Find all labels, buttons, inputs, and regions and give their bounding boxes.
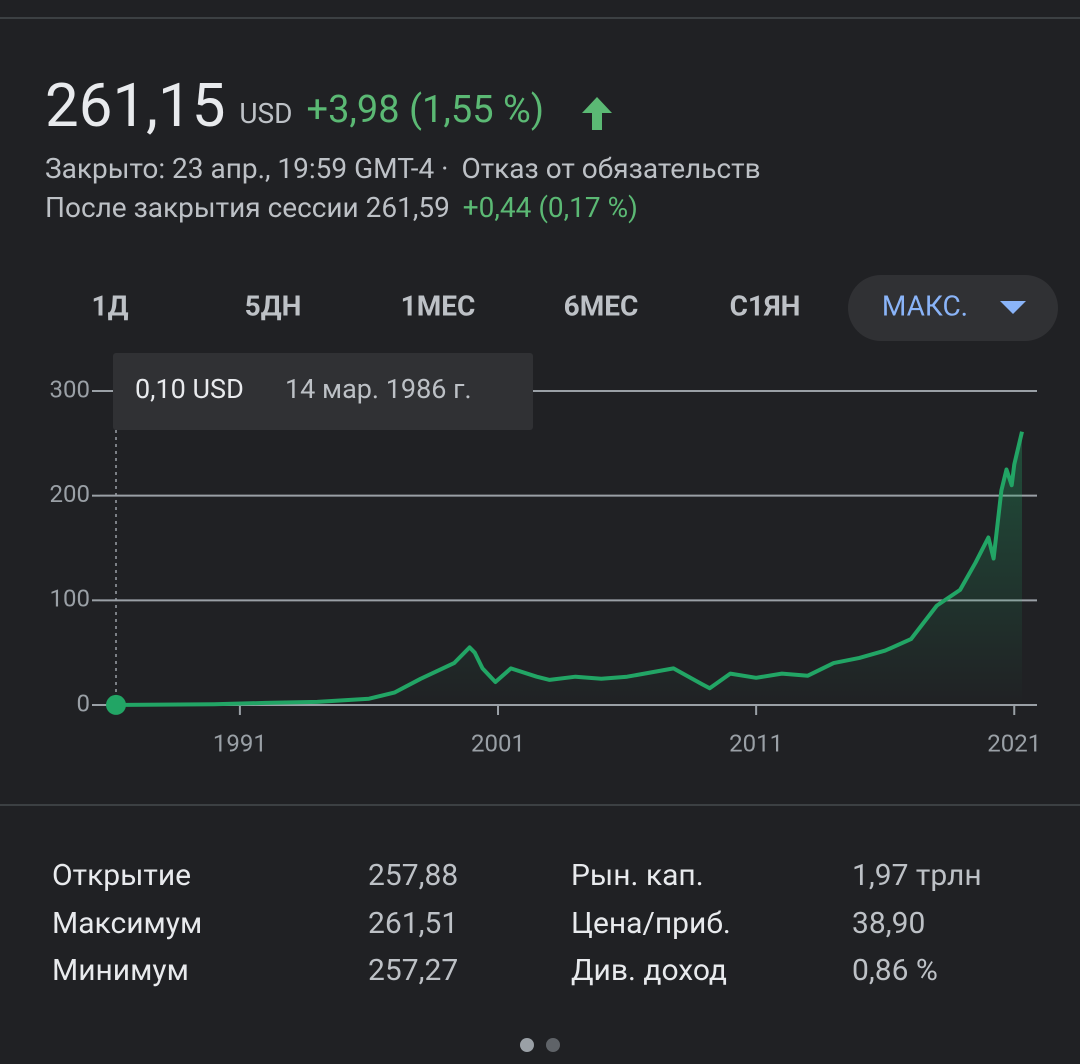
stat-value: 257,27 — [368, 953, 458, 988]
currency: USD — [239, 97, 292, 130]
hover-point — [106, 694, 126, 715]
range-tab[interactable]: С1ЯН — [730, 289, 801, 322]
stat-value: 257,88 — [368, 858, 458, 893]
range-tab[interactable]: 6МЕС — [564, 289, 639, 322]
tooltip-date: 14 мар. 1986 г. — [285, 373, 472, 405]
y-tick-label: 100 — [50, 585, 90, 613]
stats-table: Открытие 257,88 Максимум 261,51 Минимум 257,2… — [52, 858, 982, 988]
after-hours-change: +0,44 (0,17 %) — [463, 191, 638, 224]
status: Закрыто: 23 апр., 19:59 GMT-4 · — [45, 152, 448, 185]
price-line — [115, 431, 1024, 707]
y-tick-label: 300 — [50, 375, 90, 403]
stat-label: Рын. кап. — [571, 858, 704, 893]
chart: 0 100 200 300 1991 2001 2011 2021 0,10 USD 14 мар… — [50, 353, 1041, 757]
status-line: Закрыто: 23 апр., 19:59 GMT-4 · Отказ от… — [45, 152, 761, 185]
area-fill — [116, 431, 1022, 705]
after-hours-line: После закрытия сессии 261,59 +0,44 (0,17… — [45, 191, 638, 224]
tooltip-value: 0,10 USD — [135, 373, 244, 405]
stat-label: Цена/приб. — [571, 906, 731, 941]
y-tick-label: 0 — [77, 689, 91, 717]
range-caret[interactable] — [1000, 301, 1026, 314]
stat-value: 1,97 трлн — [852, 858, 982, 893]
range-tab[interactable]: 1Д — [92, 289, 129, 322]
after-hours: После закрытия сессии 261,59 — [45, 191, 450, 224]
price-change: +3,98 (1,55 %) — [307, 88, 545, 132]
x-tick-label: 2011 — [729, 729, 783, 757]
range-tab[interactable]: 1МЕС — [401, 289, 476, 322]
y-tick-label: 200 — [50, 480, 90, 508]
x-tick-label: 2021 — [987, 729, 1041, 757]
selected-range-pill[interactable] — [848, 275, 1058, 341]
page-dot[interactable] — [546, 1038, 560, 1052]
range-tab[interactable]: МАКС. — [882, 289, 968, 322]
stat-label: Минимум — [52, 953, 189, 988]
page-dot-active[interactable] — [520, 1038, 534, 1052]
stat-label: Максимум — [52, 906, 202, 941]
stat-label: Открытие — [52, 858, 191, 893]
stat-value: 38,90 — [852, 906, 925, 941]
stat-label: Див. доход — [571, 953, 727, 988]
up-arrow — [582, 97, 612, 130]
disclaimer-link[interactable]: Отказ от обязательств — [461, 152, 760, 185]
price: 261,15 — [45, 70, 225, 141]
range-tab[interactable]: 5ДН — [245, 289, 302, 322]
stat-value: 0,86 % — [852, 953, 938, 988]
stat-value: 261,51 — [368, 906, 458, 941]
tooltip-box — [113, 353, 533, 430]
price-line: 261,15 USD +3,98 (1,55 %) — [45, 70, 544, 141]
x-tick-label: 2001 — [471, 729, 525, 757]
range-tabs: 1Д 5ДН 1МЕС 6МЕС С1ЯН МАКС. — [92, 289, 969, 322]
x-tick-label: 1991 — [213, 729, 267, 757]
